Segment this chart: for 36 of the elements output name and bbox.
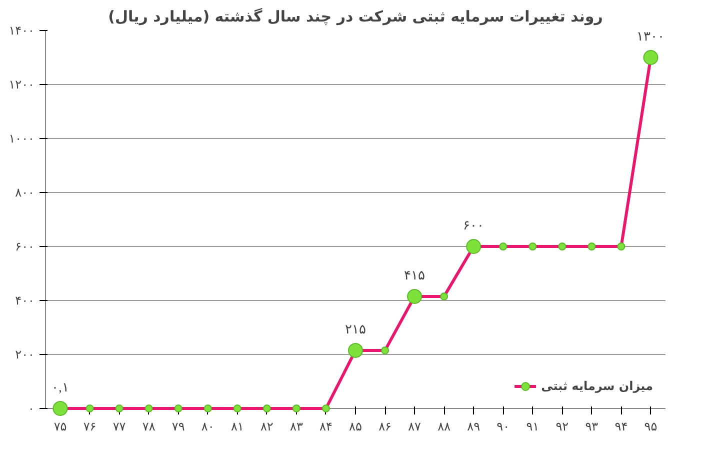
- y-tick-label: ۱۰۰۰: [8, 132, 34, 146]
- x-tick-label: ۹۱: [526, 420, 540, 434]
- data-label: ۴۱۵: [404, 267, 426, 282]
- x-tick-label: ۸۲: [260, 420, 274, 434]
- x-tick-label: ۸۷: [408, 420, 422, 434]
- x-tick-label: ۹۰: [496, 420, 510, 434]
- y-tick-label: ۱۴۰۰: [8, 24, 34, 38]
- x-tick-label: ۹۲: [556, 420, 569, 434]
- x-tick-label: ۷۸: [142, 420, 156, 434]
- data-label: ۲۱۵: [345, 321, 366, 336]
- x-tick-label: ۷۶: [83, 420, 96, 434]
- y-tick-label: ۲۰۰: [15, 348, 35, 362]
- y-tick-label: ۱۲۰۰: [8, 78, 34, 92]
- x-tick-label: ۸۰: [201, 420, 214, 434]
- y-tick-label: ۴۰۰: [15, 294, 35, 308]
- data-label: ۶۰۰: [463, 218, 484, 232]
- x-tick-label: ۸۹: [467, 420, 480, 434]
- x-tick-label: ۷۵: [54, 420, 67, 434]
- x-tick-label: ۸۳: [290, 420, 304, 434]
- legend-label: میزان سرمایه ثبتی: [541, 379, 653, 393]
- data-label: ۱۳۰۰: [636, 28, 665, 44]
- x-tick-label: ۸۱: [230, 420, 244, 434]
- chart-title: روند تغییرات سرمایه ثبتی شرکت در چند سال گذشته (میلیارد ریال): [108, 8, 603, 26]
- data-label: ۰,۱: [52, 379, 69, 394]
- x-tick-label: ۸۴: [320, 420, 332, 434]
- x-tick-label: ۹۳: [585, 420, 599, 434]
- x-tick-label: ۸۶: [378, 420, 392, 434]
- x-tick-label: ۹۵: [644, 420, 658, 434]
- x-tick-label: ۸۸: [438, 420, 452, 434]
- y-tick-label: ۸۰۰: [15, 186, 35, 200]
- y-tick-label: ۶۰۰: [15, 240, 35, 254]
- x-tick-label: ۹۴: [614, 420, 628, 434]
- x-tick-label: ۷۷: [112, 420, 126, 434]
- x-tick-label: ۷۹: [172, 420, 185, 434]
- y-tick-label: ۰: [28, 402, 35, 416]
- x-tick-label: ۸۵: [349, 420, 362, 434]
